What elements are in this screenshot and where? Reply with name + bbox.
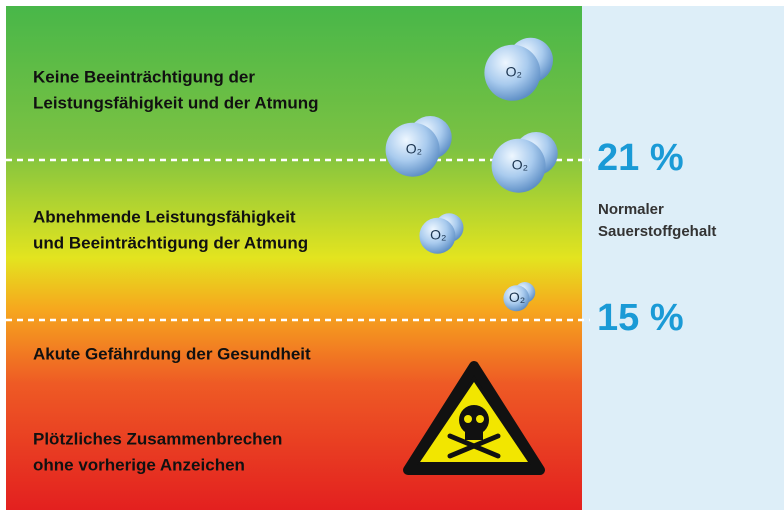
level-description: Sauerstoffgehalt [598, 223, 716, 240]
level-description: Normaler [598, 201, 664, 218]
infographic: Keine Beeinträchtigung der Leistungsfähig… [0, 0, 784, 516]
level-value: 21 % [597, 137, 684, 179]
zone-text: Leistungsfähigkeit und der Atmung [33, 93, 319, 112]
zone-text: Akute Gefährdung der Gesundheit [33, 344, 311, 363]
bubble-label: O₂ [509, 289, 525, 305]
zone-text: und Beeinträchtigung der Atmung [33, 233, 308, 252]
bubble-label: O₂ [430, 227, 446, 243]
bubble-label: O₂ [406, 140, 422, 156]
bubble-label: O₂ [512, 156, 528, 172]
zone-text: Keine Beeinträchtigung der [33, 67, 255, 86]
zone-text: Plötzliches Zusammenbrechen [33, 429, 282, 448]
zone-text: Abnehmende Leistungsfähigkeit [33, 207, 296, 226]
level-value: 15 % [597, 297, 684, 339]
side-panel [582, 6, 784, 510]
zone-text: ohne vorherige Anzeichen [33, 455, 245, 474]
bubble-label: O₂ [506, 64, 522, 80]
